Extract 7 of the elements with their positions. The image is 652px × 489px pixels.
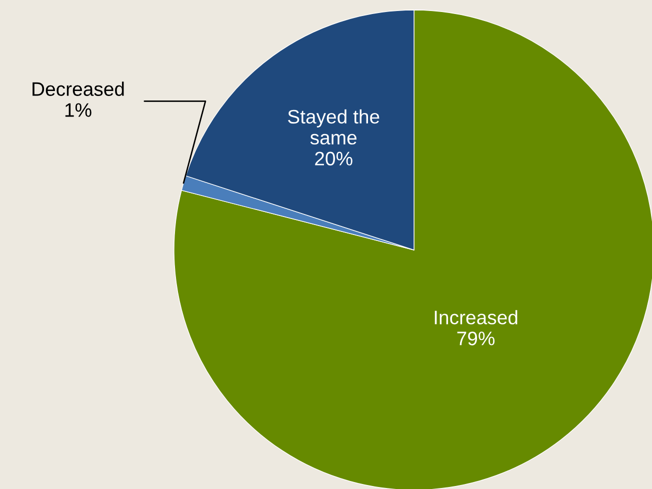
data-label: 1%	[65, 103, 92, 117]
pie-slice	[174, 10, 652, 489]
slice-label: Increased	[434, 310, 518, 324]
data-label: 79%	[457, 332, 495, 346]
data-label: 20%	[315, 152, 352, 166]
slice-label: Stayed the same	[288, 109, 380, 145]
slice-label: Decreased	[32, 82, 124, 96]
